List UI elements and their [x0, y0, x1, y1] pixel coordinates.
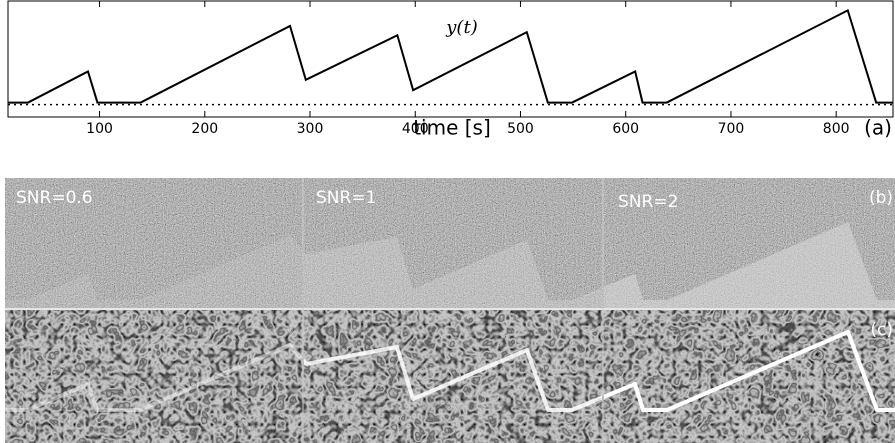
image-line: [604, 330, 895, 412]
panel-label: (a): [864, 116, 892, 140]
x-tick-label: 300: [297, 121, 324, 137]
image-region: [604, 222, 895, 308]
x-tick-label: 400: [402, 121, 429, 137]
data-line: [8, 8, 893, 104]
image-line: [5, 343, 302, 412]
image-region: [5, 235, 302, 308]
panel-b: SNR=0.6 SNR=1 SNR=2 (b): [5, 178, 895, 308]
snr-label: SNR=0.6: [16, 188, 93, 208]
filtered-image: [5, 310, 895, 443]
x-tick-label: 100: [86, 121, 113, 137]
x-tick-label: 600: [612, 121, 639, 137]
image-line: [304, 345, 602, 412]
plot-frame: [7, 0, 894, 118]
panel-label: (c): [870, 320, 893, 340]
x-tick-label: 800: [823, 121, 850, 137]
x-axis-label: time [s]: [413, 116, 491, 140]
panel-c: (c): [5, 310, 895, 443]
x-tick-label: 700: [718, 121, 745, 137]
x-tick-label: 200: [191, 121, 218, 137]
snr-label: SNR=1: [316, 188, 376, 208]
panel-label: (b): [869, 188, 893, 208]
chart-title: y(t): [445, 17, 477, 38]
x-tick-label: 500: [507, 121, 534, 137]
snr-label: SNR=2: [618, 192, 678, 212]
image-region: [304, 237, 602, 308]
